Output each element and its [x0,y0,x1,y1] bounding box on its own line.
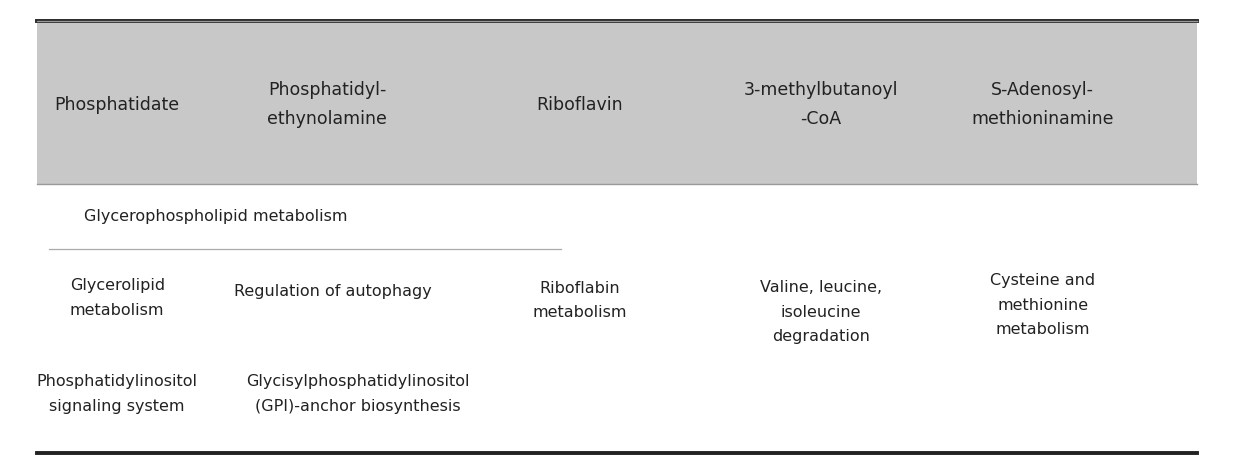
Text: Glycerolipid
metabolism: Glycerolipid metabolism [69,279,165,318]
Text: Cysteine and
methionine
metabolism: Cysteine and methionine metabolism [990,273,1096,337]
Bar [37,21,1197,184]
Text: Glycerophospholipid metabolism: Glycerophospholipid metabolism [84,209,348,224]
Text: Phosphatidate: Phosphatidate [54,96,180,114]
Text: S-Adenosyl-
methioninamine: S-Adenosyl- methioninamine [971,81,1114,129]
Text: Riboflabin
metabolism: Riboflabin metabolism [533,281,627,320]
Text: Regulation of autophagy: Regulation of autophagy [234,284,432,299]
Text: Phosphatidyl-
ethynolamine: Phosphatidyl- ethynolamine [267,81,387,129]
Text: 3-methylbutanoyl
-CoA: 3-methylbutanoyl -CoA [743,81,898,129]
Text: Phosphatidylinositol
signaling system: Phosphatidylinositol signaling system [37,374,197,413]
Text: Valine, leucine,
isoleucine
degradation: Valine, leucine, isoleucine degradation [760,280,881,344]
Text: Riboflavin: Riboflavin [537,96,623,114]
Text: Glycisylphosphatidylinositol
(GPI)-anchor biosynthesis: Glycisylphosphatidylinositol (GPI)-ancho… [246,374,470,413]
